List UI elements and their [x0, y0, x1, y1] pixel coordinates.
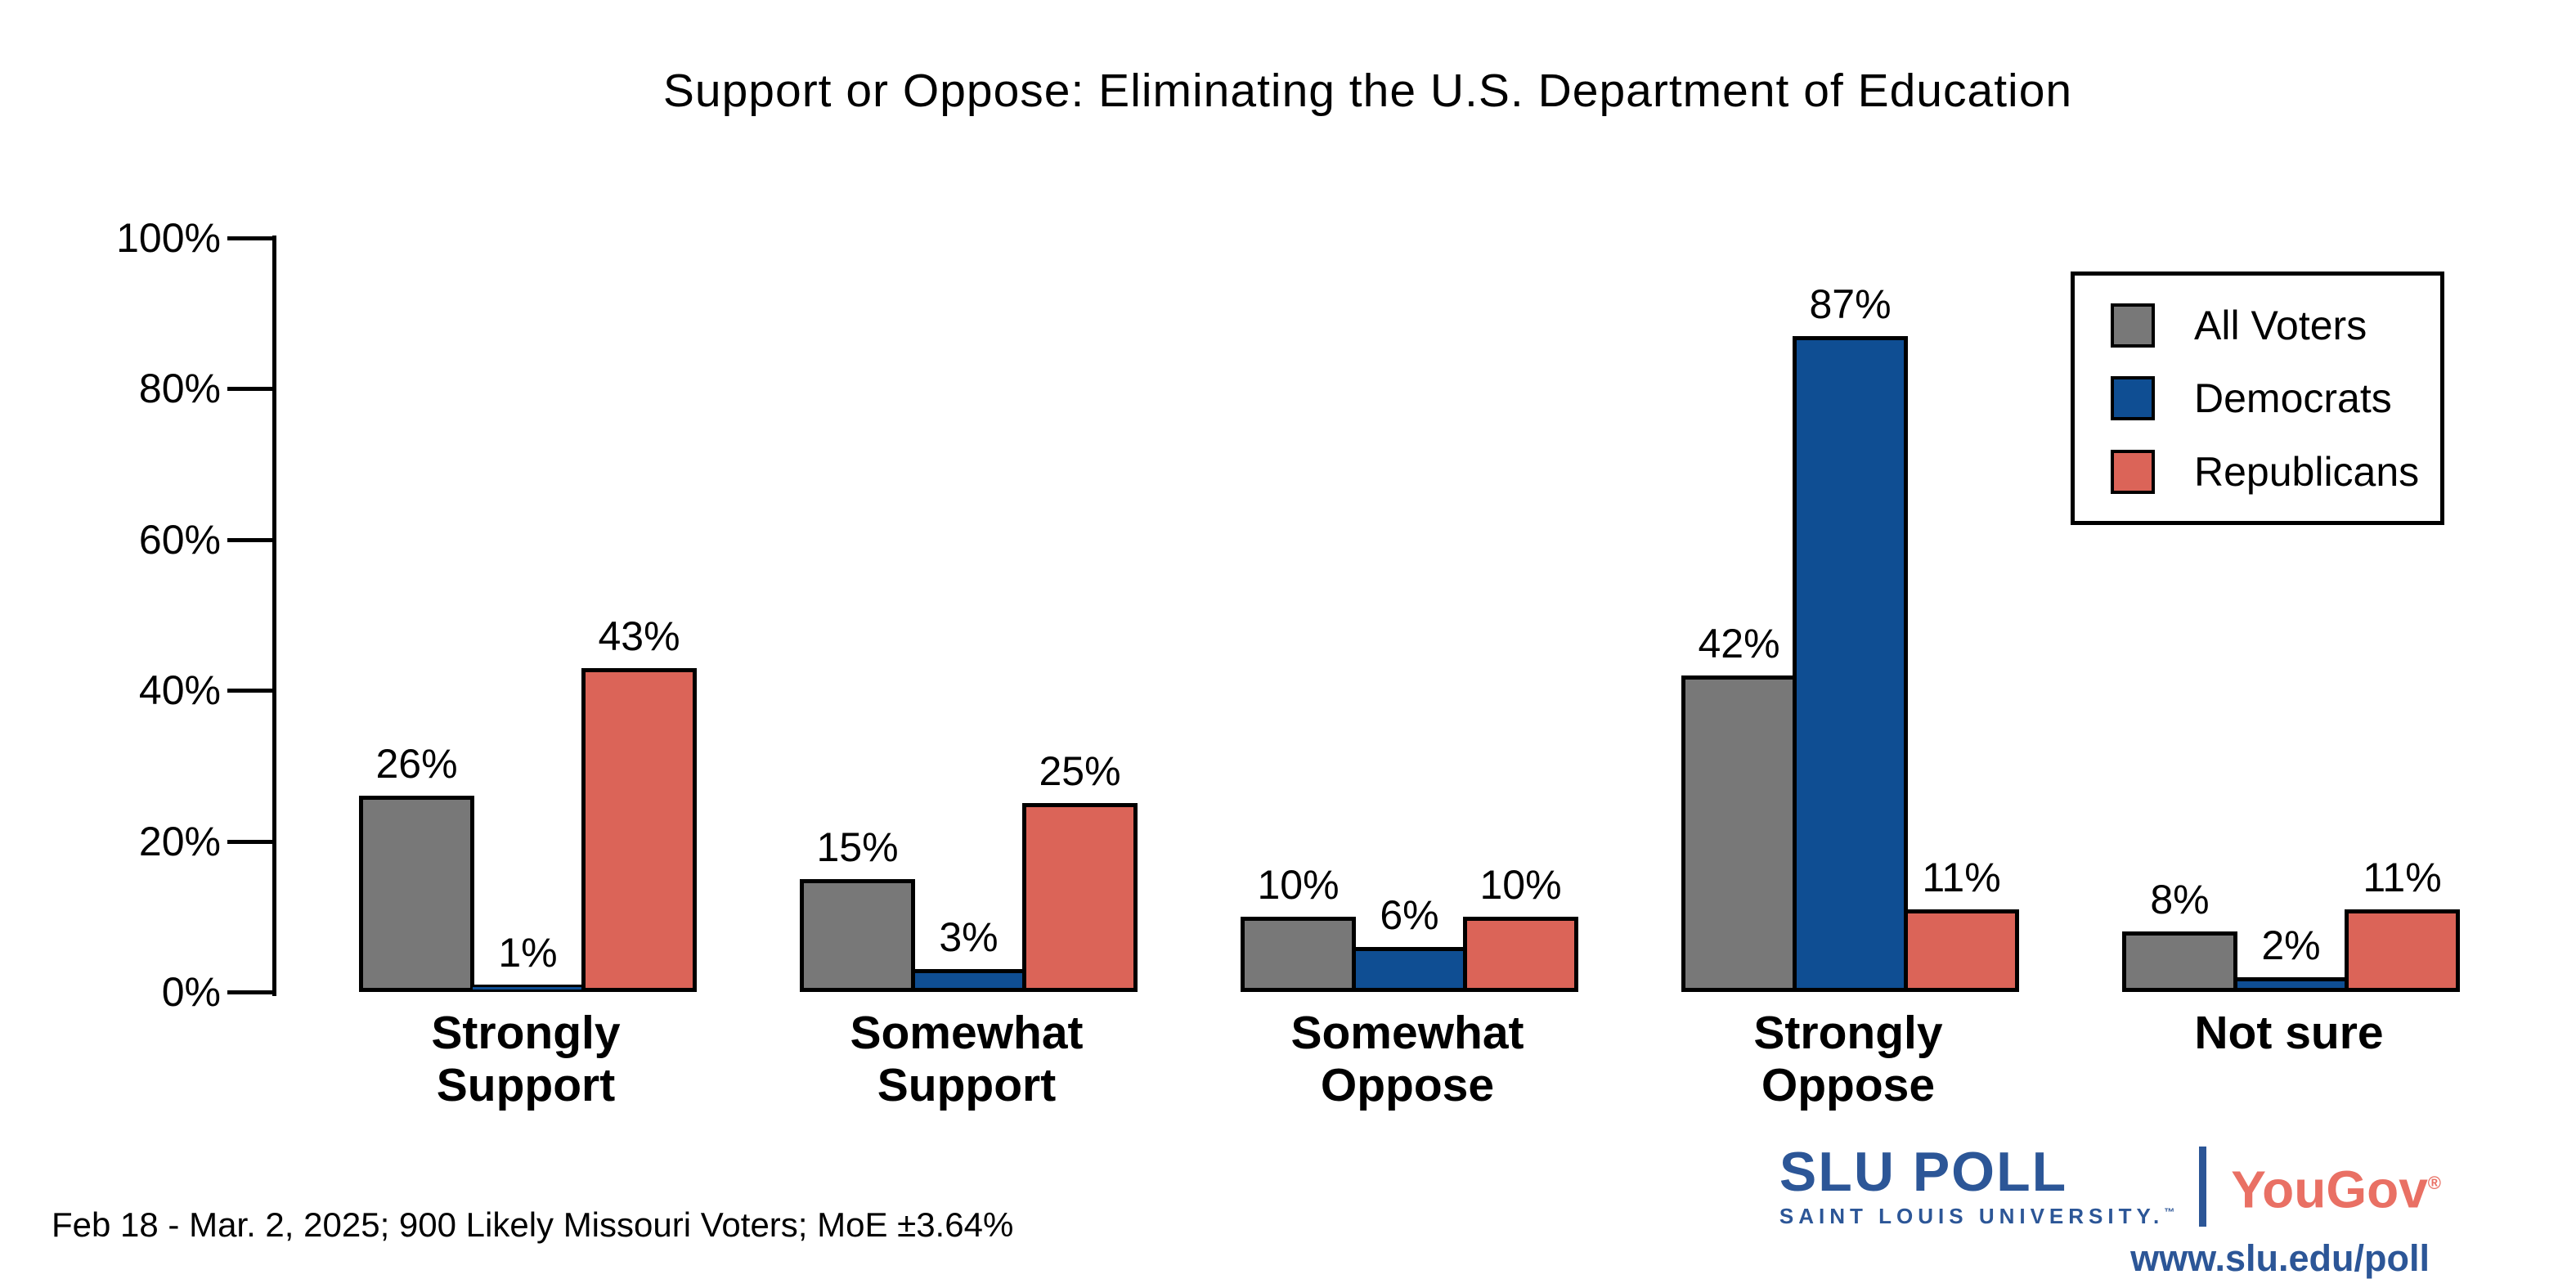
slu-university-text: SAINT LOUIS UNIVERSITY.	[1779, 1204, 2165, 1228]
legend-row: All Voters	[2111, 302, 2440, 349]
chart-title: Support or Oppose: Eliminating the U.S. …	[662, 65, 2073, 118]
y-tick	[227, 840, 272, 844]
slu-poll-url: www.slu.edu/poll	[2130, 1237, 2430, 1279]
bar-value-label: 8%	[2150, 877, 2210, 922]
legend-label: All Voters	[2194, 302, 2367, 348]
x-category-label: Somewhat Oppose	[1187, 1007, 1628, 1112]
y-tick	[227, 538, 272, 542]
yougov-text: YouGov	[2231, 1160, 2428, 1219]
slu-poll-wordmark: SLU POLL	[1779, 1141, 2068, 1203]
bar-republicans	[1022, 803, 1138, 992]
x-category-label-line: Somewhat	[1290, 1007, 1524, 1059]
x-category-label: Not sure	[2068, 1007, 2510, 1059]
bar-democrats	[2233, 977, 2349, 992]
bar-value-label: 42%	[1698, 621, 1780, 666]
footnote: Feb 18 - Mar. 2, 2025; 900 Likely Missou…	[52, 1205, 1014, 1244]
x-category-label-line: Oppose	[1761, 1059, 1936, 1112]
x-category-label-line: Support	[877, 1059, 1057, 1112]
bar-value-label: 10%	[1257, 862, 1340, 908]
bar-value-label: 43%	[598, 613, 680, 659]
branding-row: SLU POLL SAINT LOUIS UNIVERSITY.™ YouGov…	[1779, 1143, 2441, 1229]
bar-democrats	[470, 985, 586, 992]
x-category-label: Strongly Support	[305, 1007, 747, 1112]
y-tick-label: 80%	[138, 366, 221, 411]
bar-democrats	[911, 969, 1026, 992]
y-tick	[227, 990, 272, 994]
legend-swatch-all-voters	[2111, 303, 2155, 348]
bar-value-label: 15%	[816, 824, 899, 870]
y-tick-label: 40%	[138, 667, 221, 713]
y-tick-label: 100%	[116, 215, 221, 261]
y-tick-label: 20%	[138, 819, 221, 864]
bar-value-label: 87%	[1809, 281, 1892, 327]
x-category-label-line: Not sure	[2194, 1007, 2384, 1059]
bar-value-label: 11%	[2363, 855, 2442, 900]
y-tick	[227, 689, 272, 693]
x-category-label-line: Support	[436, 1059, 616, 1112]
branding-block: SLU POLL SAINT LOUIS UNIVERSITY.™ YouGov…	[1779, 1143, 2441, 1280]
bar-republicans	[1904, 909, 2019, 992]
legend-label: Republicans	[2194, 448, 2420, 495]
bar-value-label: 25%	[1039, 748, 1121, 794]
x-category-label-line: Oppose	[1320, 1059, 1495, 1112]
bar-value-label: 1%	[498, 930, 558, 976]
bar-republicans	[1463, 917, 1578, 992]
bar-value-label: 26%	[375, 741, 458, 787]
legend-swatch-republicans	[2111, 449, 2155, 494]
legend-row: Republicans	[2111, 448, 2440, 496]
legend: All Voters Democrats Republicans	[2071, 272, 2444, 525]
bar-value-label: 6%	[1380, 892, 1439, 938]
slu-poll-logo: SLU POLL SAINT LOUIS UNIVERSITY.™	[1779, 1143, 2174, 1229]
bar-democrats	[1793, 336, 1908, 992]
bar-value-label: 10%	[1479, 862, 1562, 908]
x-category-label: Somewhat Support	[746, 1007, 1187, 1112]
bar-republicans	[581, 668, 697, 992]
legend-row: Democrats	[2111, 375, 2440, 422]
bar-democrats	[1352, 947, 1467, 992]
x-category-label-line: Somewhat	[850, 1007, 1084, 1059]
legend-label: Democrats	[2194, 375, 2392, 421]
bar-all-voters	[1241, 917, 1356, 992]
bar-all-voters	[800, 879, 915, 992]
x-category-label-line: Strongly	[431, 1007, 621, 1059]
bar-value-label: 3%	[939, 914, 999, 960]
yougov-logo: YouGov®	[2231, 1155, 2441, 1218]
x-category-label: Strongly Oppose	[1627, 1007, 2069, 1112]
x-category-label-line: Strongly	[1753, 1007, 1943, 1059]
bar-value-label: 2%	[2261, 922, 2321, 968]
bar-all-voters	[359, 796, 474, 992]
trademark-symbol: ™	[2164, 1205, 2175, 1218]
y-tick-label: 60%	[138, 517, 221, 563]
legend-swatch-democrats	[2111, 376, 2155, 420]
bar-all-voters	[1681, 675, 1797, 992]
y-tick	[227, 387, 272, 391]
bar-value-label: 11%	[1922, 855, 2001, 900]
slu-university-wordmark: SAINT LOUIS UNIVERSITY.™	[1779, 1204, 2174, 1229]
bar-all-voters	[2122, 931, 2237, 992]
registered-symbol: ®	[2427, 1172, 2441, 1193]
brand-separator-bar	[2199, 1146, 2207, 1227]
bar-republicans	[2345, 909, 2460, 992]
y-axis-line	[272, 236, 276, 996]
y-tick-label: 0%	[161, 969, 221, 1015]
y-tick	[227, 236, 272, 240]
